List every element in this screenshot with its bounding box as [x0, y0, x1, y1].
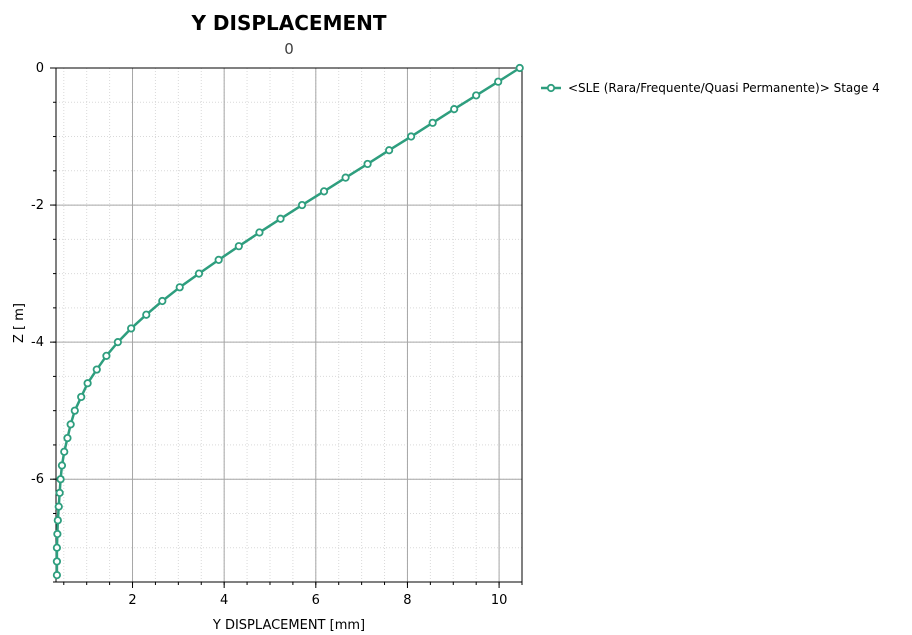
data-point [83, 379, 92, 388]
x-tick-label: 8 [403, 593, 411, 608]
data-point [66, 420, 75, 429]
y-axis-ticks: 0 -2 -4 -6 [31, 61, 56, 583]
data-point [52, 557, 62, 566]
minor-gridlines [56, 67, 523, 583]
data-point [70, 406, 79, 415]
data-point [341, 173, 350, 182]
data-point [52, 543, 62, 552]
data-point [407, 132, 416, 141]
x-axis-label: Y DISPLACEMENT [mm] [212, 618, 365, 633]
y-tick-label: 0 [36, 61, 44, 76]
data-point [158, 296, 167, 306]
data-point [428, 118, 437, 127]
data-point [57, 461, 67, 470]
data-point [127, 324, 136, 333]
data-point [297, 200, 307, 210]
data-point [276, 214, 285, 223]
data-point [54, 502, 63, 511]
y-tick-label: -6 [31, 472, 44, 487]
x-tick-label: 10 [491, 593, 508, 608]
data-point [234, 242, 243, 251]
legend-marker-swatch [546, 83, 556, 93]
data-point [494, 77, 503, 86]
series-line [55, 66, 521, 576]
series-layer [52, 63, 524, 580]
data-point [385, 146, 394, 155]
data-point [113, 338, 122, 347]
chart-title: Y DISPLACEMENT [190, 11, 386, 35]
legend: <SLE (Rara/Frequente/Quasi Permanente)> … [541, 81, 880, 95]
y-tick-label: -2 [31, 198, 44, 213]
data-point [194, 269, 204, 278]
y-tick-label: -4 [31, 335, 44, 350]
data-point [63, 433, 72, 443]
data-point [363, 159, 372, 169]
chart-subtitle: 0 [284, 40, 294, 58]
legend-label: <SLE (Rara/Frequente/Quasi Permanente)> … [568, 81, 880, 95]
data-point [214, 255, 223, 264]
data-point [175, 283, 184, 292]
data-point [319, 187, 329, 196]
data-point [142, 310, 151, 319]
data-point [53, 516, 62, 525]
data-point [515, 63, 524, 73]
data-point [55, 488, 64, 498]
x-tick-label: 4 [220, 593, 228, 608]
data-point [52, 571, 62, 580]
data-point [60, 447, 69, 456]
data-point [56, 475, 65, 484]
x-tick-label: 6 [312, 593, 320, 608]
y-axis-label: Z [ m] [12, 303, 27, 343]
plot-area [55, 67, 523, 583]
major-gridlines [56, 67, 522, 582]
data-point [53, 529, 62, 539]
x-tick-label: 2 [128, 593, 136, 608]
data-point [255, 228, 264, 237]
x-axis-ticks: 2 4 6 8 10 [63, 582, 523, 608]
data-point [472, 91, 481, 100]
data-point [92, 365, 101, 374]
data-point [450, 105, 459, 114]
data-point [102, 351, 111, 360]
data-point [77, 392, 86, 402]
